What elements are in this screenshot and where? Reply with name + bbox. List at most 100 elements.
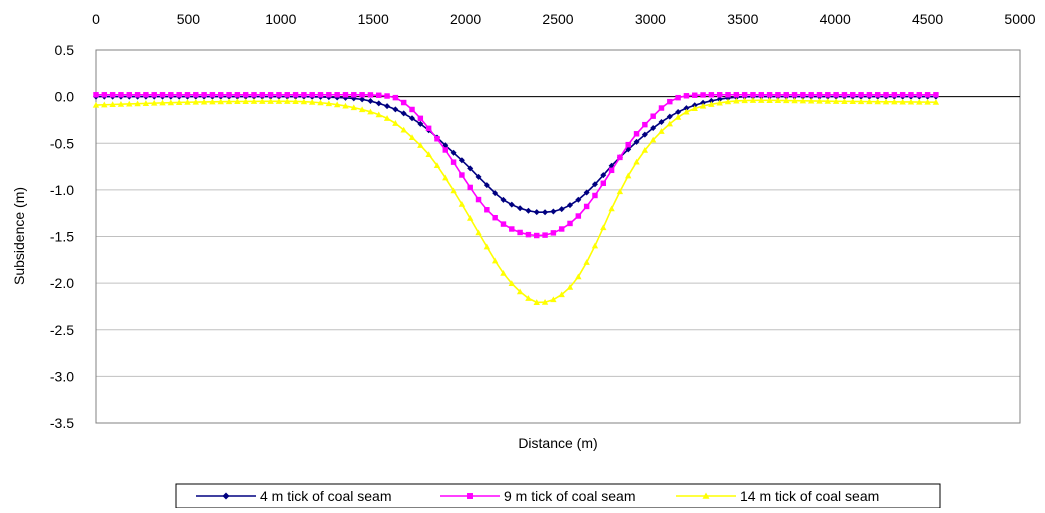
data-point-marker: [666, 113, 673, 120]
data-point-marker: [383, 115, 391, 121]
data-point-marker: [425, 151, 432, 157]
data-point-marker: [126, 100, 133, 107]
legend-marker: [222, 492, 230, 500]
data-point-marker: [799, 97, 807, 104]
data-point-marker: [375, 111, 382, 118]
data-point-marker: [700, 99, 707, 106]
series-3: [92, 97, 940, 305]
data-point-marker: [442, 174, 449, 181]
data-point-marker: [143, 92, 149, 98]
data-point-marker: [533, 299, 540, 305]
data-point-marker: [724, 98, 732, 105]
data-point-marker: [359, 92, 365, 98]
legend-frame: [175, 483, 941, 509]
data-point-marker: [525, 231, 532, 238]
data-point-marker: [458, 201, 466, 207]
data-point-marker: [525, 295, 532, 301]
plot-area-frame: [95, 49, 1021, 424]
data-point-marker: [533, 209, 540, 216]
data-point-marker: [816, 92, 823, 98]
data-point-marker: [433, 162, 441, 169]
series-2: [93, 92, 939, 239]
data-point-marker: [492, 190, 499, 197]
data-point-marker: [109, 92, 116, 98]
data-point-marker: [550, 230, 557, 236]
data-point-marker: [417, 115, 424, 122]
data-point-marker: [666, 120, 674, 127]
data-point-marker: [175, 99, 183, 105]
data-point-marker: [467, 184, 473, 191]
y-tick-label: 0.0: [55, 89, 75, 105]
data-point-marker: [409, 106, 415, 113]
data-point-marker: [708, 101, 715, 107]
data-point-marker: [209, 92, 216, 98]
data-point-marker: [484, 207, 490, 213]
data-point-marker: [575, 213, 582, 219]
data-point-marker: [491, 257, 499, 264]
data-point-marker: [209, 98, 216, 105]
data-point-marker: [592, 192, 598, 199]
data-point-marker: [384, 103, 391, 110]
legend-marker: [467, 493, 473, 499]
data-point-marker: [733, 92, 740, 98]
data-point-marker: [193, 92, 199, 98]
data-point-marker: [392, 94, 399, 101]
data-point-marker: [583, 259, 590, 265]
data-point-marker: [832, 98, 840, 104]
data-point-marker: [625, 172, 632, 179]
data-point-marker: [92, 101, 100, 108]
data-point-marker: [807, 97, 815, 104]
data-point-marker: [509, 226, 515, 232]
x-tick-label: 4500: [912, 11, 943, 27]
data-point-marker: [575, 196, 582, 203]
data-point-marker: [201, 92, 207, 98]
data-point-marker: [633, 158, 640, 165]
data-point-marker: [151, 99, 158, 106]
data-point-marker: [725, 92, 731, 98]
data-point-marker: [558, 226, 565, 232]
series-line: [96, 95, 936, 214]
data-point-marker: [649, 136, 657, 143]
data-point-marker: [192, 98, 199, 105]
data-point-marker: [583, 203, 590, 210]
data-point-marker: [367, 92, 374, 98]
data-point-marker: [417, 142, 424, 148]
data-point-marker: [117, 101, 125, 107]
data-point-marker: [325, 100, 333, 107]
data-point-marker: [134, 92, 141, 98]
data-point-marker: [692, 92, 698, 98]
data-point-marker: [118, 92, 124, 98]
data-point-marker: [475, 173, 482, 180]
data-point-marker: [766, 92, 773, 98]
data-point-marker: [450, 187, 457, 194]
data-point-marker: [783, 97, 790, 104]
data-point-marker: [916, 98, 923, 105]
data-point-marker: [392, 106, 399, 113]
x-tick-label: 1500: [358, 11, 389, 27]
data-point-marker: [567, 202, 574, 209]
data-point-marker: [566, 284, 574, 290]
data-point-marker: [841, 98, 848, 104]
data-point-marker: [766, 97, 773, 103]
data-point-marker: [924, 92, 931, 98]
data-point-marker: [825, 92, 831, 98]
data-point-marker: [400, 99, 407, 106]
y-tick-label: 0.5: [55, 42, 75, 58]
data-point-marker: [101, 92, 108, 98]
data-point-marker: [301, 92, 307, 98]
data-point-marker: [567, 220, 573, 227]
data-point-marker: [642, 121, 648, 128]
series-line: [95, 99, 936, 304]
data-point-marker: [317, 92, 324, 98]
data-point-marker: [517, 205, 524, 212]
data-point-marker: [292, 92, 299, 98]
data-point-marker: [874, 98, 881, 105]
data-point-marker: [300, 98, 308, 105]
data-point-marker: [633, 138, 640, 145]
data-point-marker: [483, 243, 491, 250]
data-point-marker: [708, 97, 715, 104]
data-point-marker: [409, 115, 416, 122]
data-point-marker: [342, 102, 349, 109]
data-point-marker: [850, 92, 856, 98]
